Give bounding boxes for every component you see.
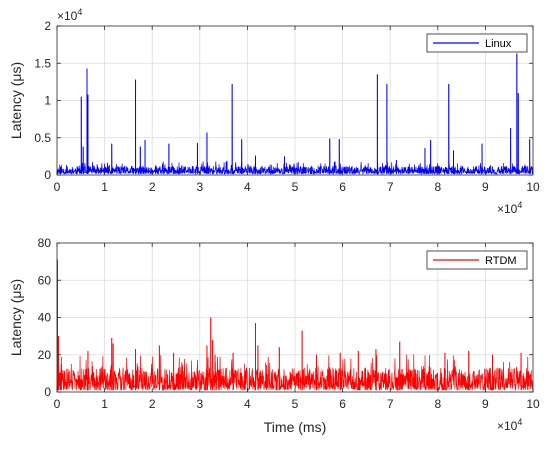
x-tick-label: 6 bbox=[339, 180, 346, 194]
y-tick-label: 0 bbox=[44, 385, 51, 399]
y-tick-label: 0.5 bbox=[34, 131, 51, 145]
y-axis-label: Latency (μs) bbox=[8, 62, 24, 139]
x-tick-label: 8 bbox=[434, 397, 441, 411]
x-tick-label: 9 bbox=[482, 180, 489, 194]
x-tick-label: 8 bbox=[434, 180, 441, 194]
x-tick-label: 5 bbox=[292, 180, 299, 194]
x-tick-label: 0 bbox=[54, 180, 61, 194]
y-tick-label: 1 bbox=[44, 94, 51, 108]
x-tick-label: 1 bbox=[101, 397, 108, 411]
x-tick-label: 3 bbox=[196, 180, 203, 194]
y-exponent-label: ×104 bbox=[57, 7, 82, 23]
x-exponent-label: ×104 bbox=[497, 417, 522, 433]
y-tick-label: 40 bbox=[38, 311, 52, 325]
x-tick-label: 2 bbox=[149, 397, 156, 411]
x-tick-label: 10 bbox=[526, 397, 540, 411]
x-tick-label: 3 bbox=[196, 397, 203, 411]
x-tick-label: 4 bbox=[244, 397, 251, 411]
chart-panel-1: 0 1 2 3 4 5 6 7 8 9 10 0 0.5 1 1.5 2 Latency (μs) ×104 ×10… bbox=[8, 7, 540, 216]
y-tick-label: 0 bbox=[44, 168, 51, 182]
legend-label: Linux bbox=[485, 38, 512, 50]
y-tick-label: 1.5 bbox=[34, 56, 51, 70]
x-tick-label: 2 bbox=[149, 180, 156, 194]
x-tick-label: 9 bbox=[482, 397, 489, 411]
x-axis-label: Time (ms) bbox=[264, 419, 326, 435]
legend: RTDM bbox=[426, 250, 528, 270]
chart-panel-2: 0 1 2 3 4 5 6 7 8 9 10 0 20 40 60 80 Latency (μs) Time (m… bbox=[8, 236, 540, 435]
y-tick-label: 2 bbox=[44, 19, 51, 33]
x-tick-label: 6 bbox=[339, 397, 346, 411]
x-tick-label: 0 bbox=[54, 397, 61, 411]
y-tick-label: 20 bbox=[38, 348, 52, 362]
y-tick-label: 80 bbox=[38, 236, 52, 250]
x-tick-label: 7 bbox=[387, 180, 394, 194]
x-exponent-label: ×104 bbox=[497, 200, 522, 216]
y-axis-label: Latency (μs) bbox=[8, 279, 24, 356]
x-tick-label: 10 bbox=[526, 180, 540, 194]
x-tick-label: 4 bbox=[244, 180, 251, 194]
y-tick-label: 60 bbox=[38, 273, 52, 287]
x-tick-label: 7 bbox=[387, 397, 394, 411]
legend-label: RTDM bbox=[485, 255, 517, 267]
legend: Linux bbox=[426, 33, 528, 53]
x-tick-label: 5 bbox=[292, 397, 299, 411]
x-tick-label: 1 bbox=[101, 180, 108, 194]
